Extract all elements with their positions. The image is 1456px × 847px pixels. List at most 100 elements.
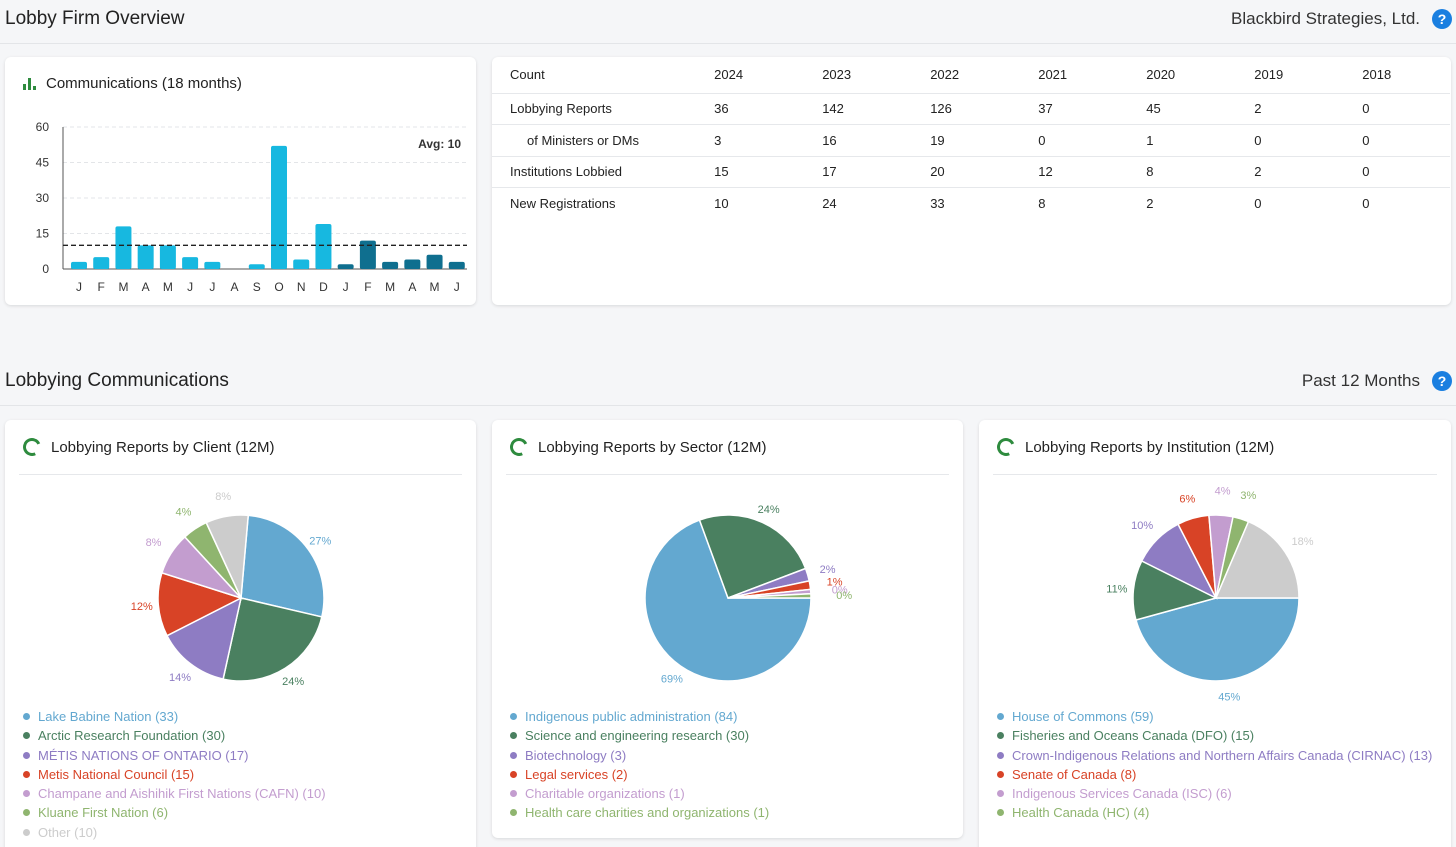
title-divider (19, 474, 462, 475)
pie-slice[interactable] (1135, 597, 1300, 682)
cell-value: 2 (1254, 156, 1363, 188)
year-header-2019: 2019 (1254, 57, 1363, 94)
legend-label: Other (10) (38, 824, 98, 840)
pie-percent-label: 14% (169, 672, 191, 684)
firm-name: Blackbird Strategies, Ltd. (1231, 9, 1420, 28)
legend-item[interactable]: Health Canada (HC) (4) (997, 803, 1439, 822)
ring-chart-icon (994, 435, 1018, 459)
x-tick-label: A (408, 280, 416, 294)
bar[interactable] (71, 261, 87, 269)
cell-value: 15 (714, 156, 823, 188)
y-tick-label: 60 (36, 120, 50, 134)
pie-slice[interactable] (644, 519, 812, 682)
legend-item[interactable]: Indigenous Services Canada (ISC) (6) (997, 784, 1439, 803)
pie-card-title: Lobbying Reports by Sector (12M) (538, 438, 767, 456)
cell-value: 126 (930, 93, 1039, 125)
bar[interactable] (404, 259, 421, 269)
bar[interactable] (137, 245, 154, 269)
legend-item[interactable]: Arctic Research Foundation (30) (23, 726, 464, 745)
legend-dot (510, 809, 517, 817)
pie-slice[interactable] (698, 514, 807, 599)
x-tick-label: A (231, 280, 239, 294)
sector-pie-card: Lobbying Reports by Sector (12M) 69% 24% 2%… (492, 420, 963, 838)
bar[interactable] (115, 226, 132, 269)
legend-dot (23, 828, 30, 836)
bar[interactable] (359, 240, 376, 269)
pie-percent-label: 12% (131, 601, 153, 613)
x-tick-label: F (98, 280, 105, 294)
legend-item[interactable]: Fisheries and Oceans Canada (DFO) (15) (997, 726, 1439, 745)
legend-item[interactable]: Legal services (2) (510, 765, 951, 784)
ring-chart-icon (507, 435, 531, 459)
y-tick-label: 30 (36, 191, 50, 205)
legend-item[interactable]: Lake Babine Nation (33) (23, 707, 464, 726)
pie-slice[interactable] (1214, 520, 1300, 599)
bar[interactable] (315, 224, 332, 269)
legend-dot (510, 713, 517, 720)
pie-slice[interactable] (205, 514, 250, 601)
legend-item[interactable]: Metis National Council (15) (23, 765, 464, 784)
legend-item[interactable]: MÉTIS NATIONS OF ONTARIO (17) (23, 746, 464, 765)
legend-item[interactable]: Charitable organizations (1) (510, 784, 951, 803)
bar[interactable] (337, 264, 354, 269)
legend-item[interactable]: Kluane First Nation (6) (23, 803, 464, 822)
legend-item[interactable]: Health care charities and organizations … (510, 803, 951, 822)
legend-item[interactable]: Champane and Aishihik First Nations (CAF… (23, 784, 464, 803)
legend-item[interactable]: Crown-Indigenous Relations and Northern … (997, 746, 1439, 765)
pie-slice[interactable] (222, 597, 323, 682)
cell-value: 2 (1146, 196, 1154, 211)
pie-legend: House of Commons (59) Fisheries and Ocean… (997, 707, 1439, 823)
bar[interactable] (448, 261, 465, 269)
legend-item[interactable]: Science and engineering research (30) (510, 726, 951, 745)
bar[interactable] (159, 245, 176, 269)
pie-slice[interactable] (240, 514, 325, 618)
legend-dot (997, 751, 1004, 759)
bar[interactable] (93, 257, 110, 269)
legend-label: MÉTIS NATIONS OF ONTARIO (17) (38, 747, 249, 763)
bar[interactable] (204, 261, 221, 269)
bar[interactable] (382, 261, 399, 269)
pie-card-title-row: Lobbying Reports by Institution (12M) (994, 435, 1274, 459)
legend-label: Fisheries and Oceans Canada (DFO) (15) (1012, 728, 1255, 744)
pie-slice[interactable] (157, 571, 243, 637)
table-row: of Ministers or DMs 3 16 19 0 1 0 0 (492, 124, 1450, 157)
help-icon[interactable]: ? (1432, 371, 1452, 391)
legend-dot (510, 751, 517, 759)
cell-value: 17 (822, 156, 931, 188)
pie-slice[interactable] (727, 592, 812, 599)
x-tick-label: M (430, 280, 440, 294)
legend-dot (23, 713, 30, 720)
y-tick-label: 45 (36, 156, 50, 170)
legend-label: Charitable organizations (1) (525, 786, 685, 802)
cell-value: 0 (1254, 124, 1363, 157)
help-icon[interactable]: ? (1432, 9, 1452, 29)
pie-card-title: Lobbying Reports by Client (12M) (51, 438, 275, 456)
title-divider (506, 474, 949, 475)
counts-header-row: Count 2024 2023 2022 2021 2020 2019 2018 (492, 57, 1450, 94)
x-tick-label: N (297, 280, 306, 294)
legend-dot (23, 770, 30, 778)
pie-percent-label: 8% (215, 491, 231, 503)
legend-label: Crown-Indigenous Relations and Northern … (1012, 747, 1433, 763)
row-label: of Ministers or DMs (492, 124, 715, 157)
bar[interactable] (426, 254, 443, 269)
bar[interactable] (271, 145, 287, 269)
overview-header: Lobby Firm Overview Blackbird Strategies… (0, 0, 1456, 44)
pie-percent-label: 24% (758, 504, 780, 516)
legend-item[interactable]: Senate of Canada (8) (997, 765, 1439, 784)
bar[interactable] (248, 264, 265, 269)
pie-slice[interactable] (166, 596, 243, 680)
legend-item[interactable]: House of Commons (59) (997, 707, 1439, 726)
legend-dot (510, 770, 517, 778)
y-tick-label: 0 (42, 262, 49, 276)
legend-item[interactable]: Biotechnology (3) (510, 746, 951, 765)
pie-chart: 69%24%2%1%0%0% (644, 504, 852, 685)
bar[interactable] (182, 257, 199, 269)
communications-title: Communications (18 months) (46, 75, 242, 92)
legend-item[interactable]: Other (10) (23, 823, 464, 842)
bar[interactable] (293, 259, 310, 269)
bar-chart-icon (23, 77, 36, 90)
x-tick-label: O (274, 280, 283, 294)
legend-item[interactable]: Indigenous public administration (84) (510, 707, 951, 726)
